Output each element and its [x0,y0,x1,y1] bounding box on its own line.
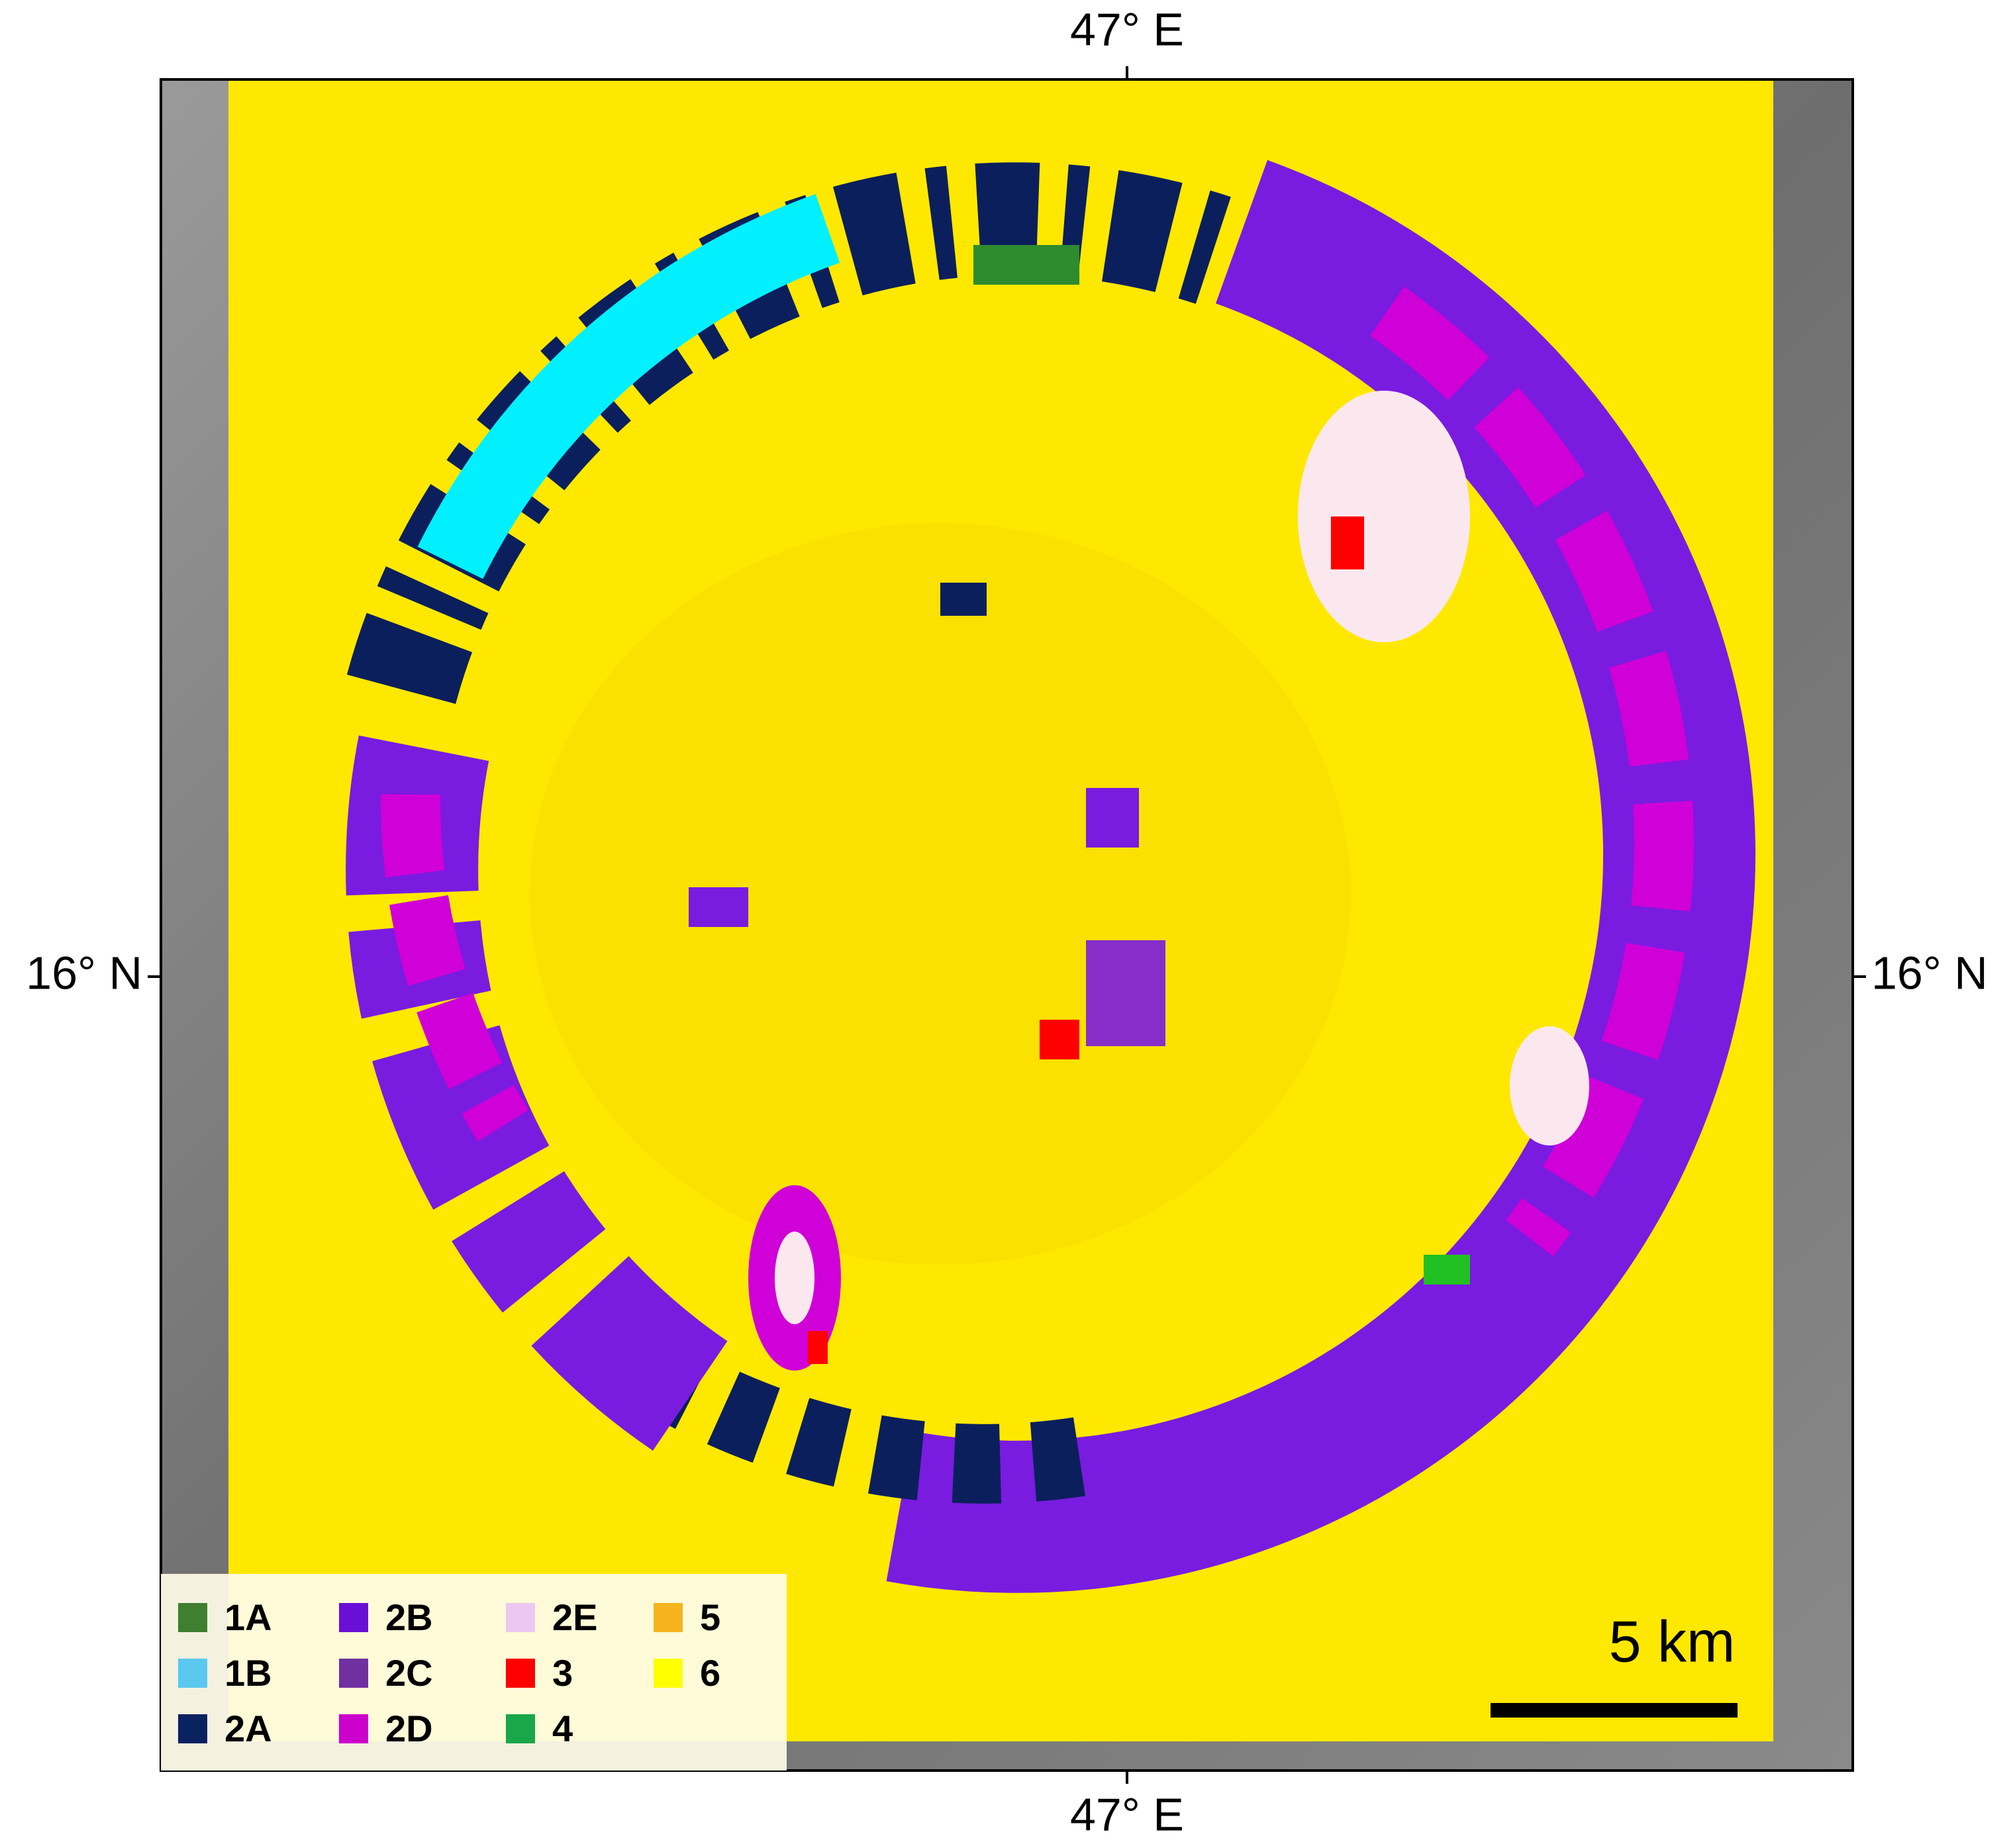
legend-swatch [339,1659,368,1688]
legend-swatch [178,1603,207,1632]
unit-2e-patch [775,1232,814,1324]
map-frame [160,78,1854,1772]
unit-2a-bottom [656,1349,1085,1504]
unit-2e-patch [1298,391,1470,642]
unit-4-patch [1424,1255,1470,1285]
legend-swatch [339,1714,368,1743]
unit-2d-ring [1370,287,1694,1257]
legend: 1A 1B 2A 2B 2C 2D 2E 3 4 5 6 [178,1596,720,1749]
legend-swatch [506,1603,535,1632]
legend-label: 2C [385,1652,433,1694]
unit-2b-patch [689,887,748,927]
unit-2d-west [380,794,529,1142]
patches [689,245,1589,1371]
legend-swatch [339,1603,368,1632]
legend-label: 6 [700,1652,720,1694]
legend-label: 2E [552,1596,598,1638]
legend-swatch [178,1714,207,1743]
legend-swatch [654,1603,683,1632]
legend-label: 5 [700,1596,720,1638]
bottom-coordinate: 47° E [1070,1788,1184,1840]
legend-label: 4 [552,1708,573,1749]
unit-2a-patch [940,583,987,616]
scale-bar-label: 5 km [1609,1608,1736,1674]
unit-2b-patch [1086,788,1139,848]
legend-label: 2B [385,1596,433,1638]
legend-label: 1B [224,1652,272,1694]
unit-2e-patch [1510,1026,1589,1145]
unit-3-patch [1331,516,1364,569]
legend-swatch [506,1659,535,1688]
legend-swatch [506,1714,535,1743]
crater-floor [530,523,1351,1265]
crater-units [346,160,1755,1593]
top-coordinate: 47° E [1070,3,1184,55]
unit-3-patch [808,1331,828,1364]
unit-3-patch [1040,1020,1079,1059]
unit-2b-patch [1086,940,1165,1046]
right-coordinate: 16° N [1871,947,1988,998]
legend-label: 2A [224,1708,272,1749]
unit-1b-rim [417,194,840,579]
left-coordinate: 16° N [26,947,142,998]
legend-label: 1A [224,1596,272,1638]
legend-swatch [654,1659,683,1688]
legend-label: 3 [552,1652,573,1694]
unit-1a-patch [973,245,1079,285]
legend-label: 2D [385,1708,433,1749]
legend-swatch [178,1659,207,1688]
